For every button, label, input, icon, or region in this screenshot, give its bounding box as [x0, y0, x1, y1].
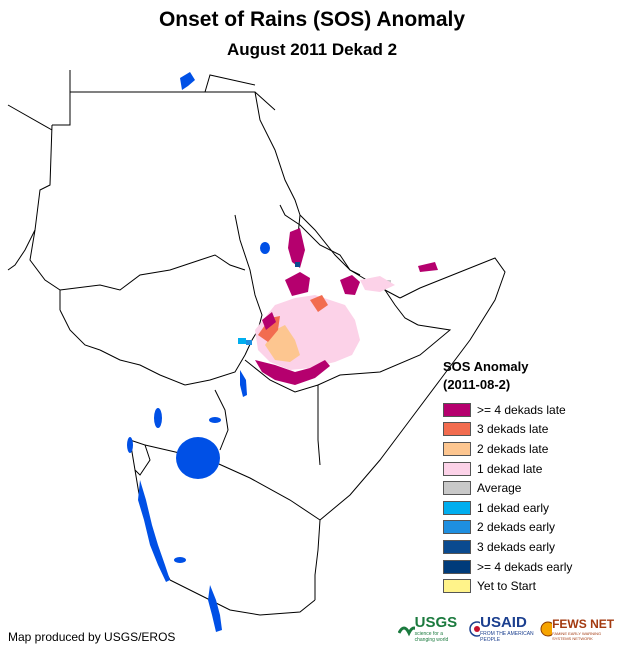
legend-label: 2 dekads late — [477, 441, 549, 456]
border-sudan-southsudan — [59, 254, 246, 291]
lake-albert — [154, 408, 162, 428]
border-egypt-coast — [204, 74, 256, 93]
anomaly-3-dekads-late-b — [310, 295, 328, 312]
anomaly-4-dekads-late-east — [340, 275, 360, 295]
border-kenya-tanzania — [209, 459, 321, 521]
legend-item: 1 dekad late — [443, 459, 618, 479]
anomaly-4-dekads-late-central — [285, 272, 310, 296]
legend-item: >= 4 dekads early — [443, 557, 618, 577]
legend-swatch — [443, 461, 471, 476]
legend-swatch — [443, 579, 471, 594]
legend-label: >= 4 dekads early — [477, 559, 573, 574]
border-rwanda-burundi — [129, 439, 151, 476]
legend-item: 1 dekad early — [443, 498, 618, 518]
border-tanzania-south — [169, 579, 316, 616]
usaid-tagline: FROM THE AMERICAN PEOPLE — [480, 631, 534, 643]
legend-item: Yet to Start — [443, 576, 618, 596]
anomaly-4-dekads-late-south — [255, 360, 330, 385]
anomaly-4-dekads-late-north — [288, 228, 305, 268]
usgs-tagline: science for a changing world — [414, 631, 449, 643]
anomaly-1-dekad-late-north — [360, 276, 395, 292]
fewsnet-tagline: FAMINE EARLY WARNING SYSTEMS NETWORK — [552, 630, 602, 641]
border-sudan-chad — [29, 229, 61, 310]
border-ethiopia-somalia — [317, 324, 452, 386]
border-sudan-ethiopia — [234, 214, 263, 356]
legend-swatch — [443, 422, 471, 437]
anomaly-2-dekads-early — [246, 340, 252, 345]
legend-swatch — [443, 441, 471, 456]
anomaly-1-dekad-early — [238, 338, 246, 344]
legend-label: 2 dekads early — [477, 520, 556, 535]
anomaly-4-dekads-late-west — [262, 312, 276, 330]
legend-swatch — [443, 481, 471, 496]
fewsnet-icon — [540, 621, 553, 636]
legend-swatch — [443, 402, 471, 417]
sos-anomaly-regions — [238, 228, 438, 385]
legend-swatch — [443, 539, 471, 554]
lake-malawi — [208, 585, 222, 632]
map-credit: Map produced by USGS/EROS — [8, 630, 176, 644]
lake-rukwa — [174, 557, 186, 563]
border-drc-tanzania — [129, 439, 171, 581]
map-subtitle: August 2011 Dekad 2 — [226, 40, 398, 59]
fewsnet-logo: FEWS NET FAMINE EARLY WARNING SYSTEMS NE… — [540, 617, 618, 641]
lake-kyoga — [209, 417, 221, 423]
border-ethiopia-kenya — [244, 359, 319, 393]
partner-logos: USGS science for a changing world USAID … — [398, 614, 624, 643]
usaid-text: USAID — [480, 614, 527, 631]
usgs-wave-icon — [398, 626, 415, 636]
country-borders — [7, 70, 506, 616]
legend-label: 1 dekad late — [477, 461, 543, 476]
legend-label: Average — [477, 481, 522, 496]
lake-kivu — [127, 437, 133, 453]
legend-item: 3 dekads early — [443, 537, 618, 557]
legend: SOS Anomaly (2011-08-2) >= 4 dekads late… — [443, 358, 618, 596]
legend-period: (2011-08-2) — [443, 377, 511, 392]
border-uganda-kenya — [214, 389, 229, 451]
border-kenya-somalia — [317, 385, 321, 466]
anomaly-4-dekads-late-djibouti — [418, 262, 438, 272]
border-sudan-west — [7, 124, 53, 271]
usaid-logo: USAID FROM THE AMERICAN PEOPLE — [468, 614, 535, 643]
legend-label: >= 4 dekads late — [477, 402, 566, 417]
border-somalia-coast — [319, 257, 506, 521]
legend-item: 3 dekads late — [443, 420, 618, 440]
lake-tana — [260, 242, 270, 254]
legend-swatch — [443, 500, 471, 515]
border-egypt-sudan-north — [70, 91, 276, 111]
legend-item: 2 dekads late — [443, 439, 618, 459]
legend-item: Average — [443, 478, 618, 498]
legend-label: 3 dekads late — [477, 422, 549, 437]
map-title: Onset of Rains (SOS) Anomaly — [158, 8, 466, 31]
lake-turkana — [240, 370, 247, 397]
fewsnet-text: FEWS NET — [552, 616, 615, 631]
legend-item: 2 dekads early — [443, 518, 618, 538]
legend-item: >= 4 dekads late — [443, 400, 618, 420]
usaid-seal-icon — [468, 620, 481, 637]
anomaly-3-dekads-early — [295, 262, 300, 267]
legend-swatch — [443, 520, 471, 535]
border-chad-cutline — [7, 104, 53, 131]
border-southsudan-uganda — [184, 354, 246, 386]
lakes — [127, 72, 270, 632]
usgs-text: USGS — [414, 614, 458, 631]
legend-title: SOS Anomaly — [443, 359, 529, 374]
border-sudan-redsea-coast — [254, 91, 301, 236]
legend-items: >= 4 dekads late 3 dekads late 2 dekads la… — [443, 400, 618, 596]
border-sudan-car — [59, 309, 101, 351]
usgs-logo: USGS science for a changing world — [398, 614, 463, 643]
legend-label: Yet to Start — [477, 579, 536, 594]
legend-swatch — [443, 559, 471, 574]
legend-label: 3 dekads early — [477, 539, 556, 554]
lake-nasser — [180, 72, 195, 90]
border-ethiopia-djibouti — [384, 289, 419, 326]
lake-tanganyika — [138, 480, 170, 582]
border-tanzania-coast — [314, 519, 321, 600]
border-libya-egypt — [52, 70, 71, 126]
lake-victoria — [176, 437, 220, 479]
border-southsudan-drc — [99, 349, 186, 386]
legend-label: 1 dekad early — [477, 500, 550, 515]
